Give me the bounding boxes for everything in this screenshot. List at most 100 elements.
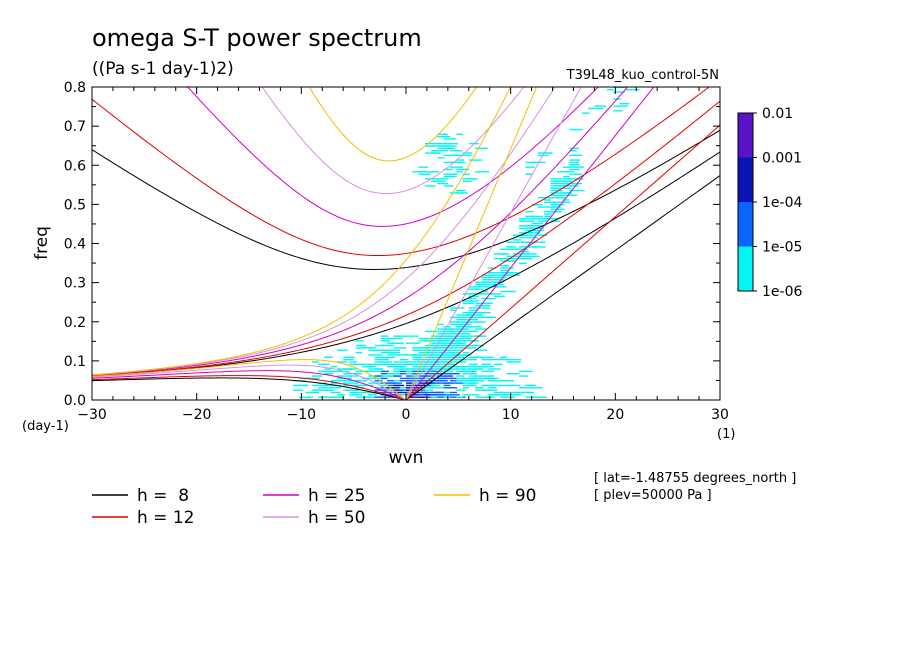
heat-cell [393, 382, 402, 384]
heat-cell [406, 335, 419, 337]
heat-cell [437, 356, 445, 358]
x-tick-label: −20 [182, 407, 212, 423]
heat-cell [456, 316, 463, 319]
heat-cell [349, 375, 359, 377]
heat-cell [399, 365, 407, 368]
heat-cell [493, 394, 509, 396]
heat-cell [550, 185, 562, 187]
heat-cell [462, 311, 473, 314]
heat-cell [569, 154, 583, 157]
heat-cell [475, 293, 485, 295]
heat-cell [362, 391, 373, 394]
heat-cell [531, 241, 546, 243]
heat-cell [324, 368, 332, 370]
heat-cell [506, 358, 522, 361]
heat-cell [481, 311, 491, 314]
heat-cell [368, 354, 383, 356]
heat-cell [443, 394, 452, 396]
y-unit-label: (day-1) [22, 419, 69, 434]
heat-cell [418, 166, 428, 168]
heat-cell [468, 373, 477, 375]
heat-cell [355, 373, 363, 375]
heat-cell [506, 260, 517, 262]
heat-cell [424, 375, 435, 377]
heat-cell [544, 196, 554, 199]
heat-cell [456, 319, 467, 321]
heat-cell [487, 368, 501, 370]
heat-cell [537, 196, 549, 199]
heat-cell [393, 389, 404, 391]
heat-cell [613, 91, 625, 93]
heat-cell [368, 394, 377, 396]
heat-cell [380, 349, 390, 351]
chart-subtitle: ((Pa s-1 day-1)2) [92, 59, 234, 79]
heat-cell [437, 358, 446, 361]
heat-cell [443, 373, 453, 375]
heat-cell [519, 257, 533, 260]
heat-cell [324, 373, 334, 375]
heat-cell [449, 394, 460, 396]
heat-cell [437, 361, 448, 363]
heat-cell [462, 321, 470, 323]
ig-curve [308, 87, 478, 162]
heat-cell [556, 208, 565, 211]
heat-cell [456, 375, 465, 377]
heat-cell [343, 368, 353, 370]
heat-cell [468, 321, 482, 323]
heat-cell [412, 354, 421, 356]
heat-cell [406, 368, 416, 370]
heat-cell [512, 255, 525, 258]
heat-cell [443, 330, 456, 333]
legend-item: h = 12 [92, 508, 194, 528]
heat-cell [544, 213, 552, 215]
heat-cell [443, 145, 457, 147]
heat-cell [468, 314, 476, 316]
heat-cell [481, 307, 491, 309]
colorbar-label: 1e-04 [762, 195, 802, 211]
heat-cell [311, 384, 327, 387]
heat-cell [512, 248, 521, 250]
heat-cell [443, 358, 455, 361]
heat-cell [468, 344, 484, 347]
heat-cell [406, 375, 416, 377]
heat-cell [462, 300, 472, 302]
heat-cell [418, 377, 429, 380]
heat-cell [437, 323, 444, 326]
heat-cell [418, 347, 431, 349]
heat-cell [525, 166, 535, 168]
heat-cell [424, 363, 433, 366]
mrg-curve [92, 87, 556, 376]
heat-cell [550, 203, 565, 206]
heat-cell [475, 377, 487, 380]
heat-cell [437, 330, 446, 333]
heat-cell [443, 168, 453, 171]
colorbar-swatch [738, 157, 753, 202]
dispersion-h25 [92, 87, 655, 400]
heat-cell [563, 192, 573, 194]
heat-cell [418, 391, 429, 394]
heat-cell [481, 290, 489, 293]
legend-label: h = 8 [137, 486, 189, 506]
heat-cell [449, 340, 461, 342]
heat-cell [330, 396, 344, 398]
heat-cell [556, 171, 568, 173]
heat-cell [519, 375, 528, 377]
heat-cell [544, 211, 556, 213]
heat-cell [292, 389, 303, 391]
heat-cell [318, 363, 330, 366]
heat-cell [380, 337, 389, 340]
heat-cell [318, 396, 330, 398]
heat-cell [487, 276, 501, 279]
heat-cell [449, 328, 463, 330]
heat-cell [418, 351, 429, 354]
heat-cell [437, 377, 449, 380]
heat-cell [487, 370, 494, 373]
heat-cell [569, 178, 584, 180]
heat-cell [569, 168, 580, 171]
x-tick-labels: −30 −20 −10 0 10 20 30 [77, 407, 729, 423]
heat-cell [569, 147, 579, 150]
heat-cell [449, 354, 460, 356]
heat-cell [449, 149, 463, 152]
heat-cell [443, 349, 459, 351]
heat-cell [330, 365, 338, 368]
